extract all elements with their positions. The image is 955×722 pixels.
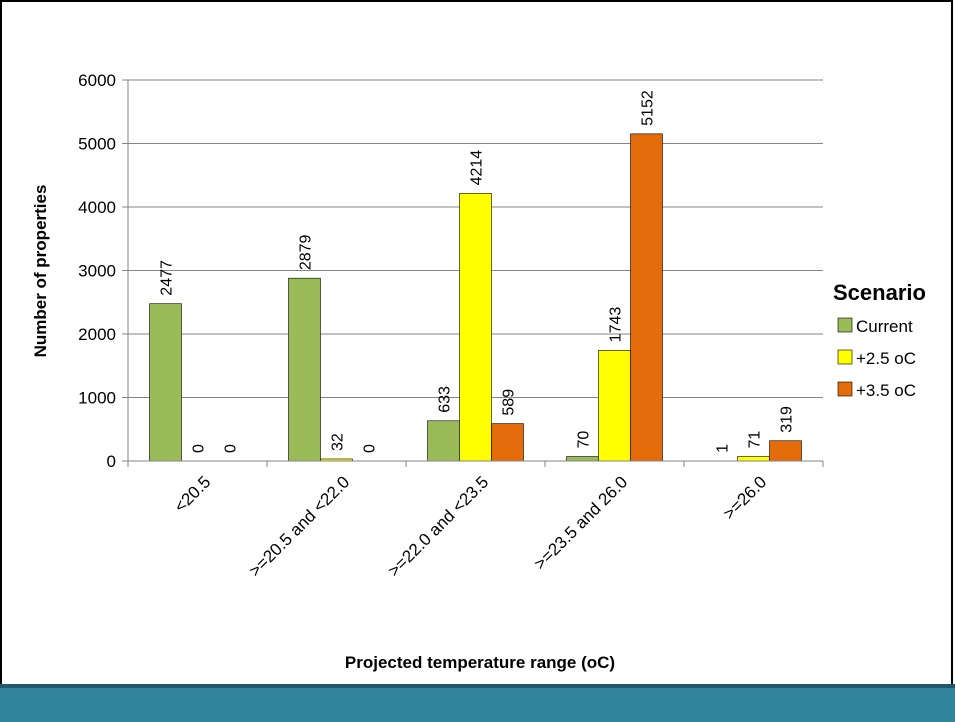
data-labels: 2477 0 0 2879 32 0 633 4214 589 70 1743 5152 1 71 319 xyxy=(159,90,796,453)
x-tick-label: <20.5 xyxy=(170,472,214,516)
bar-value-label: 319 xyxy=(779,406,796,433)
bar xyxy=(737,456,770,462)
x-tick-label: >=20.5 and <22.0 xyxy=(245,472,353,580)
bar-value-label: 633 xyxy=(437,386,454,413)
legend-entry-label: Current xyxy=(856,317,913,336)
legend-entry-label: +3.5 oC xyxy=(856,381,916,400)
bar xyxy=(769,440,802,462)
x-tick-label: >=26.0 xyxy=(719,472,770,523)
bar-value-label: 2879 xyxy=(298,234,315,270)
legend-title: Scenario xyxy=(833,280,926,305)
y-tick-label: 3000 xyxy=(78,262,116,281)
y-axis-ticks: 0 1000 2000 3000 4000 5000 6000 xyxy=(78,71,128,471)
y-tick-label: 5000 xyxy=(78,135,116,154)
bar xyxy=(630,133,663,462)
bar xyxy=(491,423,524,462)
y-tick-label: 0 xyxy=(107,452,116,471)
legend-swatch xyxy=(837,381,853,397)
y-tick-label: 1000 xyxy=(78,389,116,408)
bar xyxy=(288,277,321,462)
footer-stripe xyxy=(0,684,955,688)
x-axis-title: Projected temperature range (oC) xyxy=(345,653,615,672)
bar xyxy=(459,193,492,462)
bar-value-label: 1 xyxy=(715,444,732,453)
footer-bar xyxy=(0,684,955,722)
legend: Scenario Current +2.5 oC +3.5 oC xyxy=(833,280,926,400)
bar-value-label: 1743 xyxy=(608,307,625,343)
bar-value-label: 5152 xyxy=(640,90,657,126)
bar-value-label: 70 xyxy=(576,431,593,449)
bar xyxy=(566,456,599,462)
bar xyxy=(598,350,631,462)
gridlines xyxy=(128,79,823,398)
y-tick-label: 6000 xyxy=(78,71,116,90)
bar-value-label: 4214 xyxy=(469,150,486,186)
y-axis-title: Number of properties xyxy=(31,185,50,358)
x-tick-label: >=23.5 and 26.0 xyxy=(530,472,631,573)
y-tick-label: 2000 xyxy=(78,325,116,344)
bar-value-label: 0 xyxy=(362,444,379,453)
bar-value-label: 71 xyxy=(747,431,764,449)
bar-value-label: 0 xyxy=(191,444,208,453)
y-tick-label: 4000 xyxy=(78,198,116,217)
x-tick-label: >=22.0 and <23.5 xyxy=(384,472,492,580)
bar xyxy=(149,303,182,462)
bar-value-label: 0 xyxy=(223,444,240,453)
bar-value-label: 589 xyxy=(501,389,518,416)
bar-chart: 0 1000 2000 3000 4000 5000 6000 2477 0 0 2879 32 0 6… xyxy=(31,71,926,672)
legend-swatch xyxy=(837,349,853,365)
bar-value-label: 32 xyxy=(330,433,347,451)
x-axis-tick-labels: <20.5 >=20.5 and <22.0 >=22.0 and <23.5 >=2… xyxy=(127,461,824,580)
legend-swatch xyxy=(837,317,853,333)
bar xyxy=(427,420,460,462)
bars xyxy=(149,133,802,462)
bar-value-label: 2477 xyxy=(159,260,176,296)
legend-entry-label: +2.5 oC xyxy=(856,349,916,368)
